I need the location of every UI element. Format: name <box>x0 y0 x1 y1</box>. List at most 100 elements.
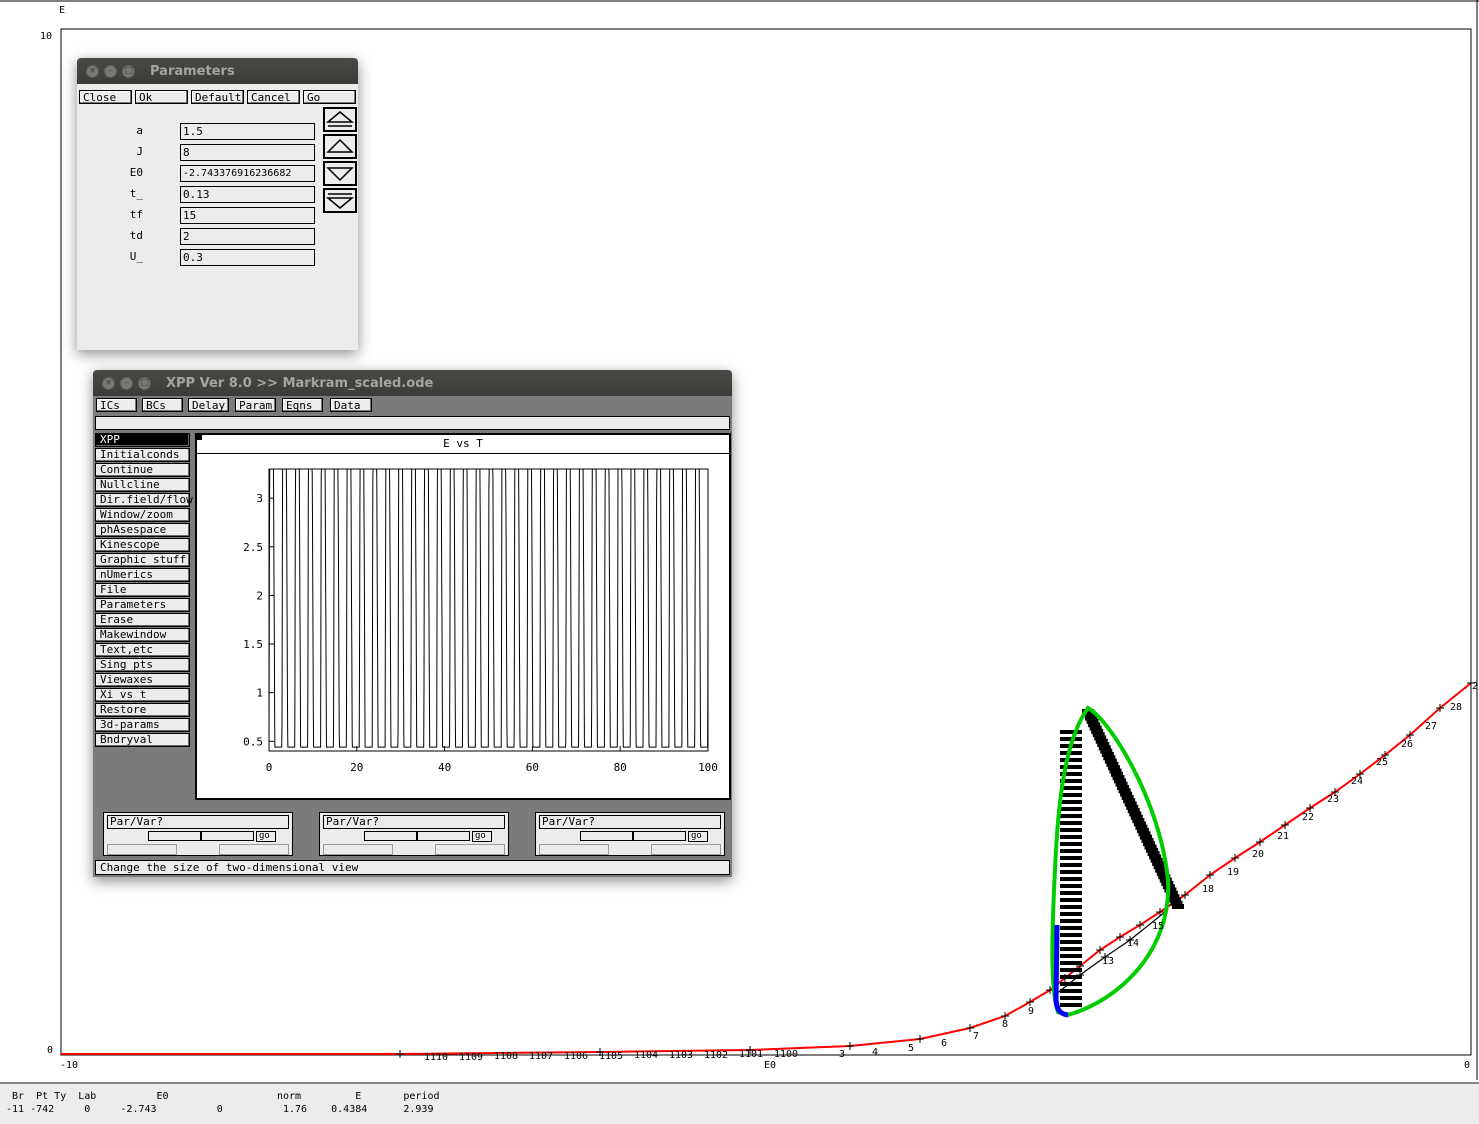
branch-point-marker <box>1436 704 1444 712</box>
go-button[interactable]: Go <box>303 90 356 104</box>
parameters-title: Parameters <box>150 64 235 79</box>
branch-point-marker <box>1181 891 1189 899</box>
scroll-up-button[interactable] <box>323 134 357 159</box>
param-input-j[interactable]: 8 <box>180 144 315 161</box>
menu-item-continue[interactable]: Continue <box>95 463 190 477</box>
menu-item-sing-pts[interactable]: Sing pts <box>95 658 190 672</box>
tool-bcs[interactable]: BCs <box>142 398 183 412</box>
param-input-tf[interactable]: 15 <box>180 207 315 224</box>
param-input-t[interactable]: 0.13 <box>180 186 315 203</box>
branch-label: 3 <box>839 1049 846 1060</box>
menu-item-parameters[interactable]: Parameters <box>95 598 190 612</box>
menu-item-nullcline[interactable]: Nullcline <box>95 478 190 492</box>
slider-1-low[interactable] <box>107 844 177 855</box>
param-input-u[interactable]: 0.3 <box>180 249 315 266</box>
menu-item-bndryval[interactable]: Bndryval <box>95 733 190 747</box>
menu-item-xpp[interactable]: XPP <box>95 433 190 447</box>
menu-item-viewaxes[interactable]: Viewaxes <box>95 673 190 687</box>
tool-data[interactable]: Data <box>330 398 372 412</box>
param-input-e0[interactable]: -2.743376916236682 <box>180 165 315 182</box>
stable-equilibrium-branch <box>61 682 1472 1055</box>
branch-label: 1109 <box>459 1051 484 1063</box>
menu-item-numerics[interactable]: nUmerics <box>95 568 190 582</box>
menu-item-xi-vs-t[interactable]: Xi vs t <box>95 688 190 702</box>
slider-1-go[interactable]: go <box>256 831 276 842</box>
tool-eqns[interactable]: Eqns <box>282 398 323 412</box>
branch-label: 1105 <box>599 1050 624 1062</box>
maximize-icon[interactable]: □ <box>122 65 135 78</box>
tool-delay[interactable]: Delay <box>188 398 229 412</box>
tool-ics[interactable]: ICs <box>96 398 137 412</box>
menu-item-kinescope[interactable]: Kinescope <box>95 538 190 552</box>
menu-item-graphic-stuff[interactable]: Graphic stuff <box>95 553 190 567</box>
periodic-point-label <box>1143 841 1156 847</box>
periodic-point-label <box>1097 742 1110 748</box>
slider-3-high[interactable] <box>651 844 721 855</box>
slider-2-go[interactable]: go <box>472 831 492 842</box>
slider-2[interactable]: Par/Var? go <box>319 812 509 856</box>
menu-item-file[interactable]: File <box>95 583 190 597</box>
parameters-titlebar[interactable]: × – □ Parameters <box>77 58 358 84</box>
slider-2-low[interactable] <box>323 844 393 855</box>
page-down-button[interactable] <box>323 188 357 213</box>
x-tick-label: 100 <box>698 761 718 774</box>
slider-2-track[interactable] <box>364 831 470 841</box>
branch-label: 15 <box>1152 921 1165 932</box>
slider-2-thumb[interactable] <box>416 832 418 840</box>
command-line[interactable] <box>95 416 730 430</box>
scroll-down-button[interactable] <box>323 161 357 186</box>
slider-3-low[interactable] <box>539 844 609 855</box>
branch-label: 1106 <box>564 1050 589 1062</box>
cancel-button[interactable]: Cancel <box>247 90 300 104</box>
slider-1[interactable]: Par/Var? go <box>103 812 293 856</box>
minimize-icon[interactable]: – <box>120 377 133 390</box>
plot-title: E vs T <box>197 435 729 454</box>
periodic-point-label <box>1060 947 1082 951</box>
periodic-point-label <box>1103 755 1116 761</box>
menu-item-window-zoom[interactable]: Window/zoom <box>95 508 190 522</box>
slider-1-high[interactable] <box>219 844 289 855</box>
ok-button[interactable]: Ok <box>135 90 188 104</box>
slider-3-label[interactable]: Par/Var? <box>539 815 721 829</box>
periodic-point-label <box>1060 842 1082 846</box>
minimize-icon[interactable]: – <box>104 65 117 78</box>
menu-item-3d-params[interactable]: 3d-params <box>95 718 190 732</box>
slider-1-track[interactable] <box>148 831 254 841</box>
slider-1-thumb[interactable] <box>200 832 202 840</box>
branch-label: 1107 <box>529 1051 554 1063</box>
branch-point-marker <box>916 1035 924 1043</box>
tool-param[interactable]: Param <box>235 398 276 412</box>
periodic-point-label <box>1092 732 1105 738</box>
slider-3[interactable]: Par/Var? go <box>535 812 725 856</box>
menu-item-erase[interactable]: Erase <box>95 613 190 627</box>
menu-item-text-etc[interactable]: Text,etc <box>95 643 190 657</box>
close-button[interactable]: Close <box>79 90 132 104</box>
menu-item-makewindow[interactable]: Makewindow <box>95 628 190 642</box>
param-label-td: td <box>129 229 143 242</box>
menu-item-phasespace[interactable]: phAsespace <box>95 523 190 537</box>
periodic-point-label <box>1152 861 1165 867</box>
xpp-titlebar[interactable]: × – □ XPP Ver 8.0 >> Markram_scaled.ode <box>93 370 732 396</box>
menu-item-restore[interactable]: Restore <box>95 703 190 717</box>
menu-item-initialconds[interactable]: Initialconds <box>95 448 190 462</box>
slider-3-thumb[interactable] <box>632 832 634 840</box>
default-button[interactable]: Default <box>191 90 244 104</box>
slider-3-go[interactable]: go <box>688 831 708 842</box>
param-input-td[interactable]: 2 <box>180 228 315 245</box>
branch-label: 20 <box>1252 849 1265 860</box>
e-vs-t-window[interactable]: E vs T 0 20 40 60 80 100 0.5 1 1.5 2 2.5 3 <box>195 433 731 800</box>
close-icon[interactable]: × <box>86 65 99 78</box>
page-up-button[interactable] <box>323 107 357 132</box>
slider-2-high[interactable] <box>435 844 505 855</box>
branch-point-marker <box>1467 679 1475 687</box>
slider-3-track[interactable] <box>580 831 686 841</box>
branch-label: 1110 <box>424 1052 449 1063</box>
close-icon[interactable]: × <box>102 377 115 390</box>
param-input-a[interactable]: 1.5 <box>180 123 315 140</box>
maximize-icon[interactable]: □ <box>138 377 151 390</box>
periodic-point-label <box>1060 884 1082 888</box>
menu-item-dir-field-flow[interactable]: Dir.field/flow <box>95 493 193 507</box>
branch-label: 22 <box>1302 812 1315 823</box>
slider-1-label[interactable]: Par/Var? <box>107 815 289 829</box>
slider-2-label[interactable]: Par/Var? <box>323 815 505 829</box>
